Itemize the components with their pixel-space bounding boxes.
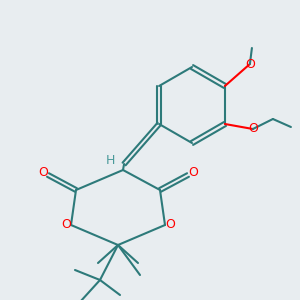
Text: H: H (105, 154, 115, 167)
Text: O: O (248, 122, 258, 136)
Text: O: O (38, 167, 48, 179)
Text: O: O (245, 58, 255, 70)
Text: O: O (165, 218, 175, 232)
Text: O: O (61, 218, 71, 232)
Text: O: O (188, 167, 198, 179)
